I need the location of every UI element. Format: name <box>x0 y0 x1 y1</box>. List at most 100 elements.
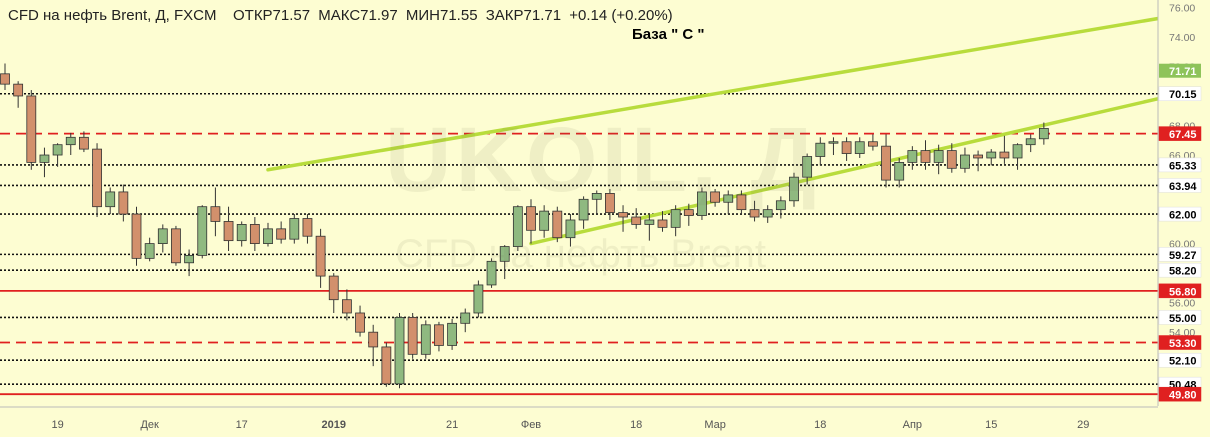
candle-body <box>460 312 471 324</box>
candle-body <box>591 193 602 200</box>
candle-body <box>736 194 747 211</box>
candle-body <box>986 151 997 159</box>
time-tick-label: Мар <box>704 419 726 431</box>
candle-body <box>447 322 458 346</box>
candle-body <box>0 73 10 85</box>
price-tick-label: 56.00 <box>1169 298 1195 310</box>
candle-body <box>105 191 116 208</box>
candle-body <box>999 151 1010 159</box>
candle-body <box>802 156 813 178</box>
open-value: ОТКР71.57 <box>232 7 311 24</box>
level-badge-label: 56.80 <box>1169 286 1197 298</box>
candle-body <box>762 209 773 218</box>
candle-body <box>670 209 681 228</box>
level-badge-label: 55.00 <box>1169 313 1197 325</box>
candle-body <box>618 212 628 218</box>
level-badge-label: 52.10 <box>1169 356 1197 368</box>
candles[interactable] <box>0 63 1049 389</box>
time-tick-label: 17 <box>236 419 248 431</box>
candle-body <box>841 141 852 154</box>
symbol-title[interactable]: CFD на нефть Brent, Д, FXCM <box>8 7 217 24</box>
candle-body <box>631 216 642 225</box>
time-tick-label: 29 <box>1077 419 1089 431</box>
candle-body <box>131 213 142 259</box>
candle-body <box>210 206 221 222</box>
level-badge-label: 63.94 <box>1169 181 1197 193</box>
candle-body <box>394 317 405 385</box>
candle-body <box>144 243 155 259</box>
candle-body <box>854 141 865 154</box>
candle-body <box>486 260 497 286</box>
level-badge <box>1158 283 1202 299</box>
chart-header: CFD на нефть Brent, Д, FXCM ОТКР71.57 МА… <box>8 7 677 24</box>
time-tick-label: 15 <box>985 419 997 431</box>
candle-body <box>368 331 379 348</box>
candle-body <box>683 209 694 216</box>
candle-body <box>197 206 208 256</box>
level-badge <box>1158 157 1202 173</box>
level-badge <box>1158 335 1202 350</box>
candle-body <box>946 150 957 169</box>
candle-body <box>328 275 339 301</box>
time-axis-bg <box>0 406 1158 437</box>
time-tick-label: Апр <box>903 419 922 431</box>
candle-body <box>92 148 102 208</box>
candle-body <box>815 142 826 157</box>
candle-body <box>381 346 392 385</box>
price-tick-label: 76.00 <box>1169 2 1195 14</box>
time-tick-label: 2019 <box>322 419 346 431</box>
candle-body <box>315 235 326 277</box>
level-badge <box>1158 262 1202 278</box>
level-badge-label: 65.33 <box>1169 160 1197 172</box>
candle-body <box>973 154 983 159</box>
candle-body <box>355 312 365 333</box>
level-badge <box>1158 206 1202 222</box>
time-tick-label: Фев <box>521 419 541 431</box>
candle-body <box>118 191 129 215</box>
candle-body <box>960 154 970 169</box>
candle-body <box>920 150 931 163</box>
candle-body <box>26 95 37 163</box>
candle-body <box>828 141 839 144</box>
price-axis[interactable]: 76.0074.0072.0070.0068.0066.0064.0062.00… <box>1157 0 1210 437</box>
candle-body <box>605 193 615 213</box>
candle-body <box>341 299 352 314</box>
candle-body <box>1038 128 1049 140</box>
level-badge <box>1158 86 1202 101</box>
time-tick-label: 19 <box>51 419 63 431</box>
candle-body <box>499 246 510 262</box>
candle-body <box>881 145 891 181</box>
watermark-ticker: UKOIL, Д <box>385 109 820 211</box>
channel-line <box>266 7 1210 172</box>
level-badge <box>1158 352 1202 368</box>
candle-body <box>171 228 181 264</box>
price-tick-label: 74.00 <box>1169 32 1195 44</box>
candle-body <box>223 221 234 242</box>
level-badge-label: 58.20 <box>1169 266 1197 278</box>
candle-body <box>749 209 760 218</box>
time-tick-label: 18 <box>814 419 826 431</box>
candle-body <box>578 198 589 221</box>
candle-body <box>868 141 878 147</box>
candle-body <box>775 200 786 211</box>
candle-body <box>65 136 76 146</box>
watermark-name: CFD на нефть Brent <box>395 232 767 276</box>
candle-body <box>907 150 918 163</box>
high-value: МАКС71.97 <box>318 7 398 24</box>
candle-body <box>157 228 168 245</box>
candle-body <box>697 191 707 216</box>
channel-line <box>529 84 1210 246</box>
candle-body <box>263 228 273 245</box>
level-badge <box>1158 247 1202 262</box>
candle-body <box>302 218 313 237</box>
time-axis[interactable]: 19 Дек 17 2019 21 Фев 18 Мар 18 Апр 15 29 <box>0 406 1158 437</box>
candle-body <box>39 154 50 163</box>
candle-body <box>644 219 655 225</box>
candle-body <box>657 219 668 228</box>
candle-body <box>512 206 523 247</box>
level-badge-label: 49.80 <box>1169 390 1197 402</box>
level-badge <box>1158 126 1202 141</box>
candle-body <box>723 194 734 203</box>
time-tick-label: 18 <box>630 419 642 431</box>
